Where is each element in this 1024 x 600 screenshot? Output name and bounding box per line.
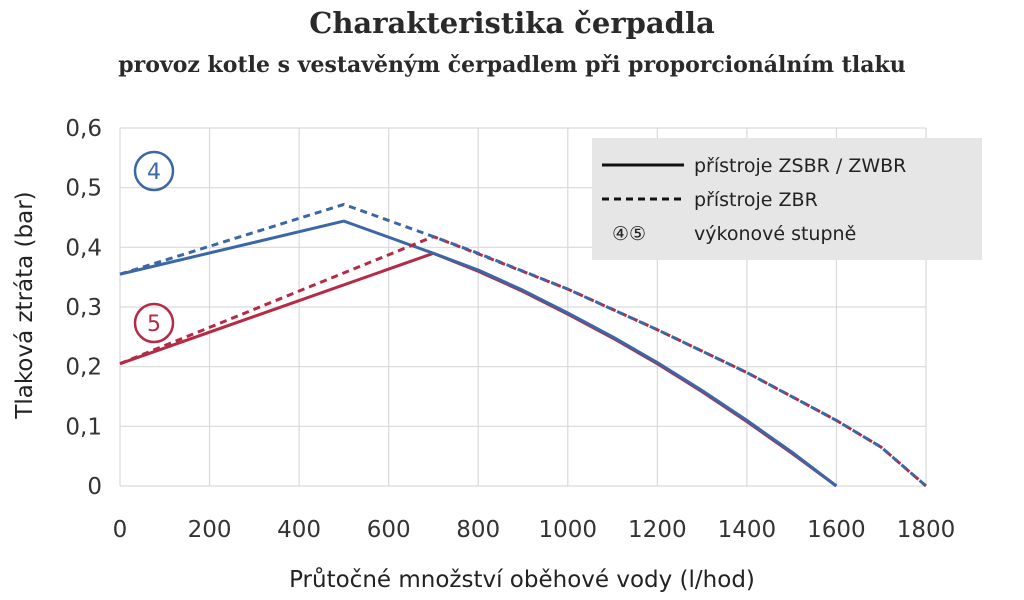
x-axis-label: Průtočné množství oběhové vody (l/hod): [289, 566, 755, 593]
y-tick-label: 0,2: [65, 355, 102, 381]
x-tick-label: 1000: [539, 517, 598, 543]
x-tick-label: 1400: [718, 517, 777, 543]
x-tick-label: 1600: [807, 517, 866, 543]
stage-4-marker-circle: [133, 150, 175, 192]
y-tick-label: 0,5: [65, 176, 102, 202]
x-tick-label: 200: [188, 517, 232, 543]
y-tick-label: 0,1: [65, 414, 102, 440]
legend-marker-symbols: ④⑤: [612, 223, 646, 245]
legend-label-dashed: přístroje ZBR: [694, 189, 818, 211]
y-tick-label: 0,3: [65, 295, 102, 321]
x-tick-label: 800: [456, 517, 500, 543]
chart-title: Charakteristika čerpadla: [309, 6, 715, 40]
series-lines: [119, 202, 927, 488]
x-tick-label: 0: [113, 517, 128, 543]
y-tick-label: 0,6: [65, 116, 102, 142]
series-stage-4-solid-line: [119, 219, 838, 488]
x-tick-label: 1200: [628, 517, 687, 543]
x-tick-label: 600: [367, 517, 411, 543]
stage-5-marker-circle: [133, 302, 175, 344]
chart-subtitle: provoz kotle s vestavěným čerpadlem při …: [118, 52, 906, 78]
x-tick-label: 400: [277, 517, 321, 543]
stage-5-marker: 5: [133, 302, 175, 344]
tick-labels: 0 200 400 600 800 1000 1200 1400 1600 1800 0 0,1 0,2…: [65, 116, 955, 543]
stage-5-marker-label: 5: [147, 312, 161, 337]
y-tick-label: 0: [87, 474, 102, 500]
legend-label-solid: přístroje ZSBR / ZWBR: [694, 155, 906, 177]
series-stage-5-dashed-line: [119, 235, 927, 488]
y-axis-label: Tlaková ztráta (bar): [12, 191, 38, 419]
stage-4-marker: 4: [133, 150, 175, 192]
legend: přístroje ZSBR / ZWBR přístroje ZBR ④⑤ v…: [592, 138, 982, 260]
series-stage-4-dashed-line: [119, 202, 927, 488]
legend-label-markers: výkonové stupně: [694, 223, 856, 245]
x-tick-label: 1800: [897, 517, 956, 543]
stage-4-marker-label: 4: [147, 160, 161, 185]
y-tick-label: 0,4: [65, 235, 102, 261]
